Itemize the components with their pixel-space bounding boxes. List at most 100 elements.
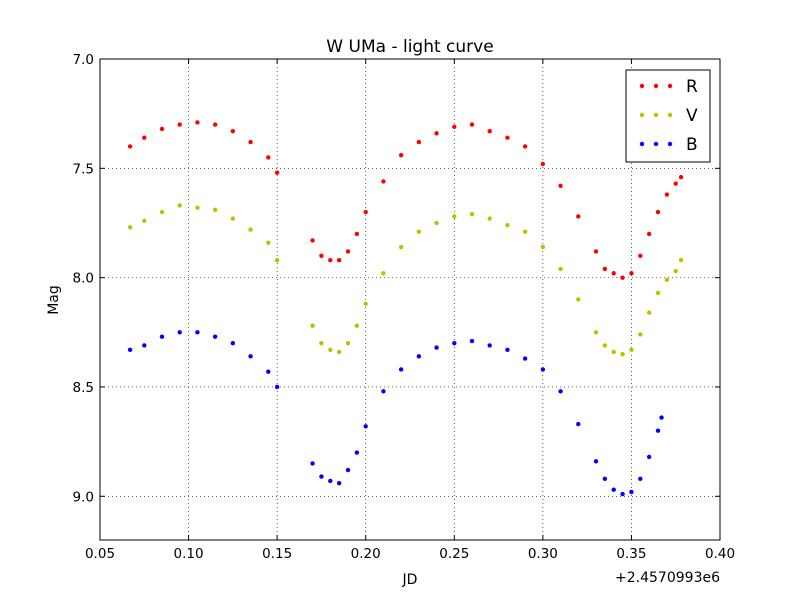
x-offset-label: +2.4570993e6 [615,570,720,586]
data-point [354,231,360,237]
data-point [274,257,280,263]
data-point [310,323,315,328]
data-point [629,489,634,495]
data-point [469,338,475,344]
data-point [664,192,670,197]
data-point [611,349,616,355]
y-tick-label: 8.0 [73,271,94,287]
legend-marker [639,112,645,118]
data-point [593,249,599,254]
data-point [354,323,360,328]
data-point [319,341,324,346]
data-point [469,212,475,217]
data-point [127,225,133,230]
data-point [274,170,280,175]
data-point [127,347,133,352]
data-point [540,367,546,372]
legend-marker [667,112,673,118]
data-point [328,347,333,352]
data-point [678,174,684,180]
legend: RVB [625,69,711,163]
data-point [673,268,678,274]
data-point [230,341,236,346]
data-point [363,209,368,215]
data-point [319,253,324,258]
data-point [655,428,661,433]
y-tick-label: 7.0 [73,52,94,68]
legend-marker [653,112,659,118]
data-point [558,266,563,272]
data-point [620,275,625,280]
data-point [452,341,457,346]
data-point [646,231,652,237]
data-point [611,487,616,492]
x-tick-label: 0.25 [439,546,469,562]
data-point [487,128,492,134]
data-point [381,179,386,184]
data-point [195,120,200,125]
data-point [487,216,492,221]
data-point [505,347,510,352]
data-point [363,424,368,429]
data-point [398,244,404,250]
data-point [416,229,422,234]
x-tick-label: 0.10 [174,546,204,562]
data-point [522,144,528,149]
data-point [646,454,652,460]
data-point [434,345,439,350]
x-tick-label: 0.15 [262,546,292,562]
data-point [678,257,684,263]
legend-marker [653,141,659,147]
data-point [328,257,333,263]
data-point [212,207,218,213]
series-r [127,120,684,280]
data-point [558,183,563,189]
legend-label: B [686,135,698,155]
data-points [127,120,684,497]
y-axis-label: Mag [46,285,62,315]
y-tick-label: 7.5 [73,161,94,177]
data-point [416,354,422,359]
axis-ticks: 0.05 0.10 0.15 0.20 0.25 0.30 0.35 0.40 7.0 7.5 8.… [73,52,736,562]
data-point [142,135,147,140]
data-point [638,476,643,481]
data-point [505,222,510,228]
data-point [558,389,563,394]
data-point [159,126,165,132]
data-point [673,181,678,186]
data-point [602,343,608,348]
x-tick-label: 0.35 [616,546,646,562]
data-point [638,332,643,337]
data-point [345,467,351,473]
data-point [646,310,652,315]
data-point [354,450,360,455]
data-point [629,347,634,352]
data-point [655,290,661,296]
data-point [540,161,546,167]
series-b [127,330,664,497]
data-point [319,474,324,479]
series-v [127,203,684,357]
data-point [602,266,608,272]
data-point [266,240,271,245]
data-point [266,369,271,374]
legend-label: R [686,77,698,97]
data-point [142,218,147,223]
legend-entry-b: B [639,135,698,155]
data-point [593,459,599,464]
data-point [398,367,404,372]
data-point [248,139,253,145]
x-tick-label: 0.20 [351,546,381,562]
x-tick-label: 0.30 [528,546,558,562]
data-point [452,124,457,129]
data-point [177,122,182,127]
data-point [336,349,342,355]
data-point [336,257,342,263]
data-point [195,330,200,335]
data-point [434,220,439,226]
x-tick-label: 0.05 [85,546,115,562]
data-point [487,343,492,348]
legend-marker [639,141,645,147]
data-point [659,415,664,420]
legend-marker [667,141,673,147]
